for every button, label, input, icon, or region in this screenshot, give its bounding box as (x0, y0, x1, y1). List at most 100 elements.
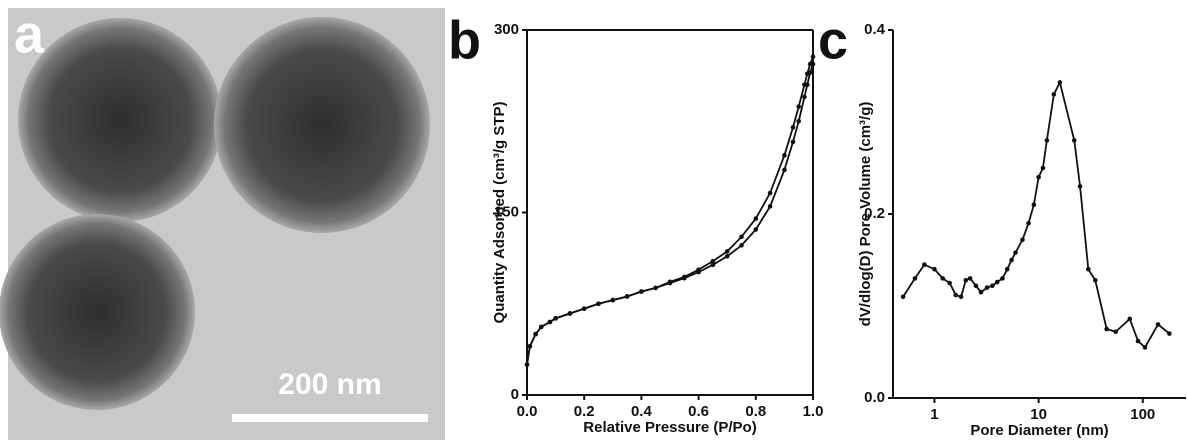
particle (18, 18, 222, 222)
data-point (547, 319, 553, 325)
y-axis-label: dV/dlog(D) Pore Volume (cm³/g) (857, 102, 874, 327)
data-point (947, 280, 952, 286)
data-point (912, 276, 918, 281)
y-tick-label: 0.0 (864, 389, 885, 406)
data-point (978, 289, 984, 295)
data-point (1036, 174, 1041, 180)
data-point (1113, 329, 1119, 335)
data-point (710, 258, 716, 264)
data-point (790, 139, 796, 145)
data-point (802, 94, 807, 100)
data-point (782, 153, 787, 158)
chart: 0.0 0.2 0.4 1 10 100 Pore Diameter (nm) dV/dlog… (818, 10, 1186, 439)
data-point (994, 279, 1000, 285)
data-point (1031, 202, 1037, 208)
data-point (1092, 277, 1098, 283)
data-point (739, 234, 744, 240)
data-point (1077, 184, 1083, 189)
y-tick-label: 150 (494, 203, 519, 220)
scale-bar (232, 414, 428, 422)
chart: 0 150 300 0.0 0.2 0.4 0.6 0.8 1.0 Relative Pressu… (448, 10, 823, 436)
series-line (526, 63, 814, 365)
data-point (807, 61, 813, 67)
data-point (696, 267, 701, 272)
data-point (527, 344, 533, 349)
data-point (1040, 165, 1046, 171)
data-point (796, 104, 801, 109)
data-point (682, 274, 687, 280)
x-tick-label: 10 (1030, 406, 1047, 423)
data-point (1104, 326, 1109, 332)
data-point (990, 283, 995, 289)
data-point (967, 276, 973, 281)
data-point (782, 167, 787, 173)
data-point (958, 294, 964, 300)
data-point (753, 216, 759, 221)
data-point (922, 262, 927, 267)
data-point (639, 289, 644, 294)
data-point (1167, 331, 1172, 336)
x-tick-label: 0.6 (688, 403, 709, 420)
data-point (1142, 345, 1148, 350)
data-point (710, 262, 716, 268)
data-point (1000, 276, 1005, 281)
x-axis-label: Pore Diameter (nm) (970, 422, 1108, 439)
data-point (1026, 220, 1031, 226)
data-point (900, 294, 906, 300)
data-point (984, 285, 990, 290)
data-point (1071, 138, 1077, 143)
data-point (539, 324, 544, 330)
x-tick-label: 0.0 (517, 403, 538, 420)
particle (0, 214, 195, 410)
y-tick-label: 0.2 (864, 205, 885, 222)
data-point (1020, 237, 1025, 243)
data-point (567, 311, 573, 316)
x-tick-label: 100 (1130, 406, 1155, 423)
data-point (1044, 138, 1050, 143)
scale-bar-label: 200 nm (278, 368, 381, 401)
data-point (624, 294, 630, 299)
x-tick-label: 0.4 (631, 403, 653, 420)
data-point (581, 306, 587, 311)
data-point (533, 331, 538, 337)
data-point (940, 276, 945, 281)
data-point (1004, 266, 1010, 272)
data-point (932, 266, 937, 272)
data-point (553, 316, 558, 321)
particle (214, 17, 430, 233)
y-tick-label: 0 (511, 386, 519, 403)
panel-label: c (818, 10, 848, 70)
x-tick-label: 1 (930, 406, 938, 423)
tem-image: 200 nm a (0, 4, 445, 440)
data-point (1155, 322, 1161, 327)
data-point (796, 118, 801, 124)
data-point (767, 204, 773, 209)
data-point (790, 125, 796, 130)
x-tick-label: 0.2 (574, 403, 595, 420)
data-point (1051, 92, 1057, 97)
data-point (524, 362, 530, 367)
data-point (767, 190, 773, 196)
data-point (596, 301, 601, 307)
y-tick-label: 0.4 (864, 21, 886, 38)
x-tick-label: 0.8 (745, 403, 766, 420)
data-point (1013, 250, 1018, 255)
data-point (1127, 316, 1133, 322)
x-tick-label: 1.0 (803, 403, 824, 420)
data-point (667, 279, 673, 285)
data-point (1009, 257, 1014, 263)
data-point (802, 82, 807, 88)
data-point (724, 249, 730, 254)
y-tick-label: 300 (494, 21, 519, 38)
data-point (724, 253, 730, 259)
data-point (1086, 266, 1091, 272)
panel-label: a (14, 4, 45, 64)
data-point (653, 285, 658, 291)
series-line (902, 79, 1170, 349)
data-point (963, 277, 969, 283)
panel-label: b (448, 10, 481, 70)
data-point (810, 54, 816, 60)
series-line (526, 56, 814, 365)
data-point (610, 297, 616, 303)
